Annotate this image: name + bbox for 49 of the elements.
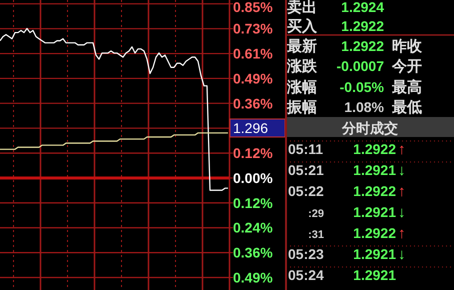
- text: 最高: [391, 78, 422, 96]
- text: 涨幅: [286, 79, 317, 96]
- text: ↑: [398, 141, 406, 158]
- y-tick-label: 0.36%: [233, 244, 274, 261]
- text: 05:23: [288, 246, 324, 262]
- text: :31: [308, 229, 324, 241]
- y-tick-label: 0.49%: [233, 70, 274, 86]
- text: 涨跌: [286, 58, 318, 75]
- y-tick-label: 0.49%: [233, 270, 274, 286]
- y-tick-label: 0.36%: [233, 95, 274, 112]
- text: ↑: [398, 225, 406, 242]
- text: 最新: [286, 37, 317, 55]
- text: :29: [308, 208, 324, 220]
- text: ↑: [398, 183, 406, 200]
- text: 05:11: [288, 141, 324, 157]
- y-tick-label: 0.73%: [233, 20, 274, 37]
- text: 1.2921: [353, 267, 396, 283]
- text: 05:22: [288, 183, 324, 199]
- text: 1.2924: [341, 0, 384, 15]
- text: 今开: [391, 58, 422, 75]
- y-tick-label: 0.12%: [233, 145, 274, 162]
- text: ↓: [398, 204, 406, 221]
- text: 1.2922: [341, 18, 384, 34]
- text: -0.0007: [336, 58, 384, 74]
- y-tick-label: 0.24%: [233, 220, 274, 236]
- text: 1.08%: [344, 99, 385, 115]
- text: 1.2922: [353, 183, 396, 199]
- text: 05:21: [288, 162, 324, 178]
- text: 买入: [287, 18, 318, 35]
- text: ↓: [398, 162, 406, 179]
- text: 1.2921: [353, 246, 396, 262]
- y-tick-label: 0.00%: [233, 170, 274, 186]
- text: 1.2922: [341, 38, 384, 54]
- text: 分时成交: [341, 120, 398, 136]
- y-tick-label: 0.12%: [233, 194, 274, 211]
- text: 振幅: [286, 99, 317, 116]
- text: 昨收: [392, 38, 423, 55]
- text: 1.2921: [353, 162, 396, 178]
- line-series: [0, 132, 229, 150]
- text: 1.296: [233, 120, 268, 136]
- text: -0.05%: [340, 79, 385, 95]
- y-tick-label: 0.61%: [233, 46, 274, 62]
- text: 1.2922: [353, 141, 396, 157]
- text: 最低: [391, 99, 422, 116]
- y-tick-label: 0.85%: [233, 0, 274, 15]
- text: 1.2921: [353, 204, 396, 220]
- text: 1.2922: [353, 225, 396, 241]
- text: ↓: [398, 246, 406, 263]
- text: 05:24: [288, 267, 324, 283]
